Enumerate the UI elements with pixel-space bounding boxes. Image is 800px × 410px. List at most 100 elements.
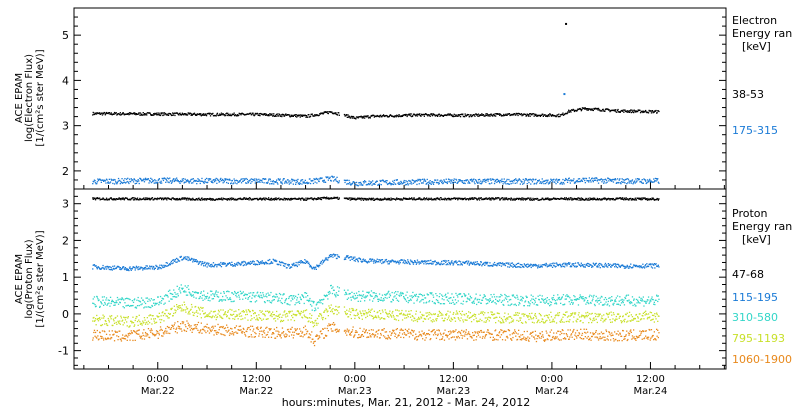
data-point — [102, 179, 104, 181]
data-point — [461, 295, 463, 297]
data-point — [167, 181, 169, 183]
data-point — [501, 294, 503, 297]
data-point — [280, 293, 282, 296]
data-point — [151, 197, 154, 199]
data-point — [156, 112, 158, 114]
data-point — [307, 261, 309, 263]
data-point — [422, 295, 424, 297]
data-point — [483, 262, 485, 264]
data-point — [632, 183, 634, 185]
data-point — [575, 299, 577, 301]
data-point — [120, 298, 123, 301]
data-point — [121, 267, 123, 270]
data-point — [138, 112, 140, 114]
data-point — [268, 179, 270, 181]
data-point — [110, 266, 112, 269]
series-proton-47-68 — [92, 196, 660, 201]
data-point — [149, 265, 151, 267]
data-point — [283, 262, 285, 265]
data-point — [141, 267, 143, 269]
data-point — [389, 183, 392, 185]
data-point — [487, 115, 489, 117]
data-point — [174, 178, 177, 180]
data-point — [287, 179, 289, 181]
data-point — [169, 264, 171, 266]
data-point — [313, 310, 316, 312]
data-point — [268, 114, 270, 116]
data-point — [478, 197, 480, 199]
data-point — [615, 197, 617, 199]
data-point — [451, 299, 454, 301]
data-point — [480, 114, 482, 116]
data-point — [554, 197, 557, 200]
data-point — [632, 110, 634, 112]
data-point — [143, 178, 145, 180]
data-point — [364, 300, 366, 302]
data-point — [297, 115, 299, 117]
data-point — [376, 258, 378, 260]
data-point — [348, 179, 350, 182]
data-point — [481, 181, 484, 183]
data-point — [322, 113, 324, 115]
data-point — [304, 259, 306, 261]
data-point — [376, 180, 378, 182]
data-point — [347, 255, 349, 257]
data-point — [446, 263, 448, 265]
data-point — [356, 297, 358, 299]
data-point — [635, 178, 637, 180]
data-point — [365, 295, 367, 297]
data-point — [388, 182, 390, 184]
data-point — [190, 198, 192, 200]
data-point — [422, 298, 424, 301]
data-point — [641, 197, 643, 199]
data-point — [614, 199, 616, 201]
data-point — [539, 266, 541, 268]
data-point — [167, 197, 169, 199]
data-point — [284, 197, 286, 199]
data-point — [309, 182, 312, 185]
data-point — [133, 197, 135, 199]
data-point — [492, 300, 494, 302]
data-point — [386, 293, 389, 295]
data-point — [603, 181, 605, 183]
data-point — [597, 300, 600, 302]
data-point — [656, 178, 658, 180]
data-point — [178, 114, 180, 116]
data-point — [565, 263, 567, 265]
data-point — [176, 257, 178, 260]
data-point — [305, 261, 308, 264]
data-point — [170, 293, 173, 295]
data-point — [204, 265, 206, 267]
data-point — [182, 287, 184, 289]
data-point — [373, 199, 375, 201]
data-point — [527, 266, 530, 268]
data-point — [528, 302, 530, 304]
data-point — [584, 266, 586, 268]
data-point — [430, 198, 432, 200]
data-point — [529, 115, 531, 117]
data-point — [601, 198, 604, 200]
data-point — [583, 300, 585, 302]
data-point — [96, 197, 98, 200]
data-point — [491, 296, 493, 298]
data-point — [304, 182, 306, 184]
data-point — [518, 198, 520, 201]
data-point — [346, 256, 348, 258]
data-point — [257, 295, 259, 297]
data-point — [223, 181, 225, 183]
data-point — [262, 262, 264, 265]
data-point — [222, 295, 224, 298]
data-point — [228, 291, 230, 293]
data-point — [408, 197, 411, 199]
data-point — [633, 181, 635, 183]
data-point — [496, 178, 498, 180]
data-point — [569, 110, 571, 112]
data-point — [217, 198, 219, 201]
data-point — [539, 114, 541, 116]
data-point — [167, 178, 170, 180]
data-point — [319, 300, 321, 302]
data-point — [419, 301, 421, 303]
data-point — [635, 264, 638, 267]
data-point — [592, 181, 594, 183]
data-point — [412, 295, 415, 298]
